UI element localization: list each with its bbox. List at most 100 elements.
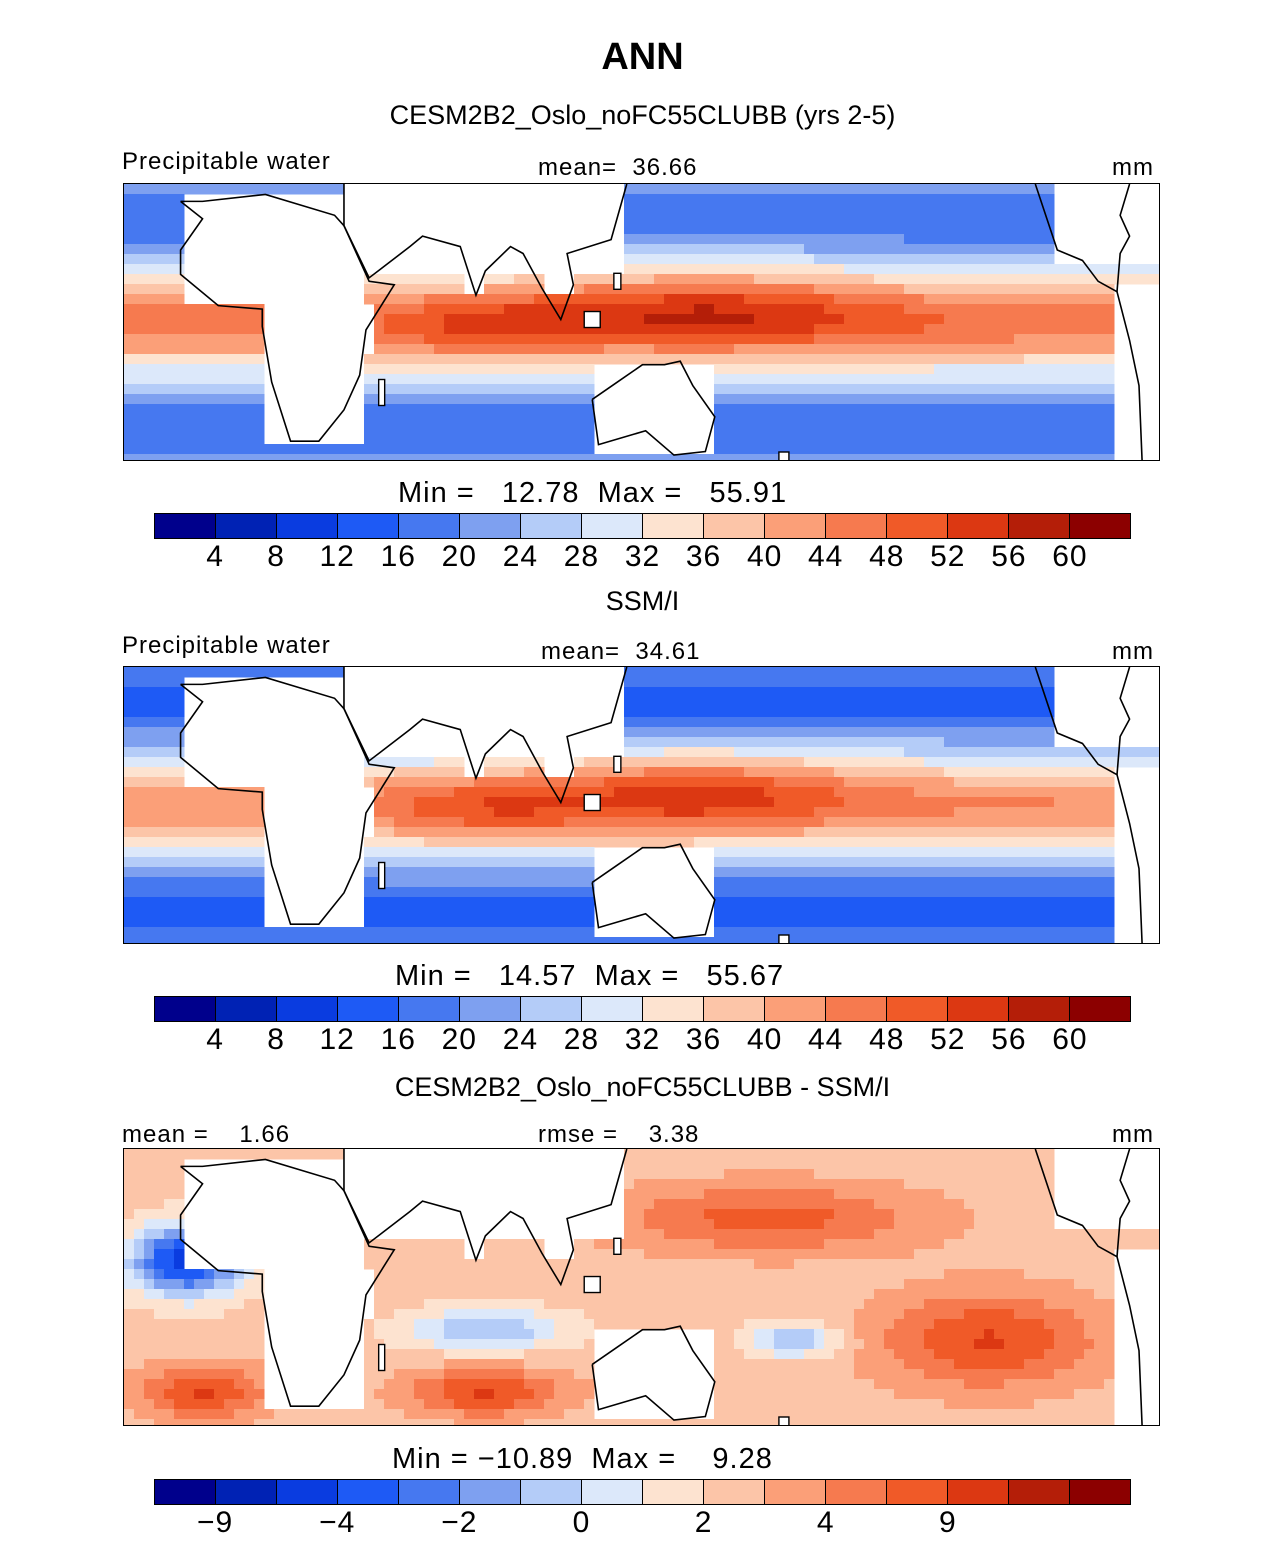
field-cell [734,777,745,788]
field-cell [164,384,175,395]
field-cell [814,877,825,888]
field-cell [154,324,165,335]
field-cell [394,877,405,888]
field-cell [1004,1179,1015,1190]
field-cell [1084,334,1095,345]
field-cell [924,917,935,928]
field-cell [944,927,955,938]
field-cell [804,1149,815,1160]
field-cell [384,917,395,928]
field-cell [664,737,675,748]
field-cell [624,1249,635,1260]
field-cell [144,264,155,275]
field-cell [754,867,765,878]
field-cell [914,887,925,898]
field-cell [1104,394,1115,405]
field-cell [384,314,395,325]
field-cell [604,334,615,345]
field-cell [144,244,155,255]
field-cell [524,937,535,943]
field-cell [444,294,455,305]
field-cell [244,797,255,808]
field-cell [604,787,615,798]
field-cell [474,857,485,868]
field-cell [724,324,735,335]
field-cell [1024,767,1035,778]
field-cell [364,897,375,908]
field-cell [434,827,445,838]
field-cell [684,1169,695,1180]
field-cell [514,867,525,878]
field-cell [914,1209,925,1220]
field-cell [964,354,975,365]
field-cell [984,807,995,818]
field-cell [404,1259,415,1270]
field-cell [1004,787,1015,798]
field-cell [674,304,685,315]
field-cell [724,424,735,435]
field-cell [244,917,255,928]
field-cell [384,334,395,345]
field-cell [794,374,805,385]
field-cell [654,767,665,778]
field-cell [694,334,705,345]
field-cell [694,1229,705,1240]
field-cell [524,787,535,798]
field-cell [494,807,505,818]
field-cell [704,1149,715,1160]
field-cell [154,877,165,888]
field-cell [304,184,315,195]
field-cell [844,1149,855,1160]
field-cell [564,797,575,808]
field-cell [994,374,1005,385]
field-cell [664,244,675,255]
field-cell [1014,404,1025,415]
field-cell [764,747,775,758]
field-cell [924,827,935,838]
field-cell [864,454,875,460]
field-cell [1034,867,1045,878]
field-cell [1014,677,1025,688]
field-cell [924,454,935,460]
field-cell [244,1149,255,1160]
field-cell [524,354,535,365]
field-cell [224,394,235,405]
field-cell [834,837,845,848]
field-cell [794,827,805,838]
field-cell [184,444,195,455]
field-cell [164,707,175,718]
field-cell [1074,907,1085,918]
field-cell [884,1219,895,1230]
field-cell [1064,787,1075,798]
field-cell [184,807,195,818]
colorbar-swatch [338,514,399,538]
field-cell [654,314,665,325]
field-cell [1024,1199,1035,1210]
field-cell [694,224,705,235]
field-cell [1044,897,1055,908]
field-cell [734,727,745,738]
field-cell [894,837,905,848]
field-cell [384,767,395,778]
field-cell [854,184,865,195]
field-cell [944,244,955,255]
field-cell [944,727,955,738]
field-cell [484,787,495,798]
field-cell [194,827,205,838]
field-cell [184,867,195,878]
field-cell [724,897,735,908]
field-cell [914,777,925,788]
field-cell [784,204,795,215]
field-cell [144,424,155,435]
field-cell [1034,1209,1045,1220]
field-cell [1104,384,1115,395]
field-cell [1074,434,1085,445]
field-cell [734,214,745,225]
field-cell [1034,214,1045,225]
field-cell [744,224,755,235]
field-cell [184,1149,195,1160]
field-cell [134,374,145,385]
field-cell [914,324,925,335]
field-cell [134,897,145,908]
field-cell [794,1269,805,1280]
